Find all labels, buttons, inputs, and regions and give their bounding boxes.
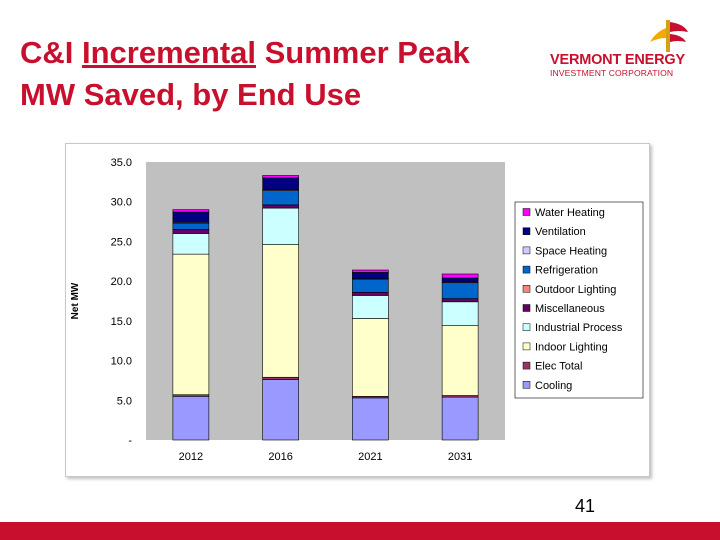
legend-label: Cooling	[535, 380, 572, 392]
bar-segment	[352, 291, 389, 296]
x-axis-ticks: 2012 2016 2021 2031	[179, 451, 473, 463]
legend-swatch	[522, 381, 531, 389]
y-tick-label: 15.0	[111, 316, 132, 328]
legend-swatch	[522, 227, 531, 235]
bar-segment	[262, 190, 299, 206]
legend-label: Elec Total	[535, 361, 583, 373]
x-tick-label: 2012	[179, 451, 203, 463]
logo-line1: VERMONT ENERGY	[550, 52, 685, 68]
legend: Water Heating Ventilation Space Heating Ref…	[514, 201, 644, 399]
bar-segment	[172, 229, 210, 234]
bar-segment	[262, 376, 299, 380]
bar-segment	[441, 273, 479, 279]
bar-segment	[172, 233, 210, 255]
legend-swatch	[522, 246, 531, 255]
y-tick-label: 5.0	[117, 395, 132, 407]
x-tick-label: 2016	[268, 451, 292, 463]
legend-box	[514, 201, 644, 399]
bar-segment	[262, 244, 299, 378]
bar-segment	[262, 175, 299, 179]
bar-segment	[441, 298, 479, 303]
legend-label: Industrial Process	[535, 322, 623, 334]
title-underlined-word: Incremental	[82, 35, 257, 70]
y-tick-label: 20.0	[111, 276, 132, 288]
bar-segment	[441, 301, 479, 326]
legend-swatch	[522, 342, 531, 351]
bar-segment	[441, 277, 479, 283]
bar-segment	[172, 211, 210, 223]
bar-segment	[352, 269, 389, 273]
x-tick-label: 2031	[448, 451, 472, 463]
legend-label: Ventilation	[535, 226, 586, 238]
legend-label: Space Heating	[535, 245, 607, 257]
bar-segments	[172, 175, 479, 441]
legend-swatch	[522, 208, 531, 216]
page-number: 41	[574, 496, 596, 516]
legend-swatch	[522, 265, 531, 274]
legend-label: Water Heating	[535, 207, 605, 219]
bar-segment	[172, 396, 210, 441]
bar-segment	[441, 325, 479, 396]
bar-segment	[172, 209, 210, 213]
x-tick-label: 2021	[358, 451, 382, 463]
bar-segment	[262, 379, 299, 441]
bar-segment	[352, 279, 389, 293]
bar-segment	[352, 397, 389, 441]
footer-bar	[0, 522, 720, 540]
legend-swatch	[522, 361, 531, 370]
title-part1: C&I	[20, 35, 82, 70]
legend-label: Outdoor Lighting	[535, 284, 616, 296]
title-part2: Summer Peak	[256, 35, 470, 70]
y-axis-ticks: - 5.0 10.0 15.0 20.0 25.0 30.0 35.0	[111, 157, 133, 447]
veic-logo: VERMONT ENERGY INVESTMENT CORPORATION	[548, 18, 698, 80]
legend-swatch	[522, 323, 531, 331]
title-line2: MW Saved, by End Use	[20, 77, 362, 112]
legend-swatch	[522, 304, 531, 312]
y-tick-label: 30.0	[111, 197, 132, 209]
bar-segment	[172, 253, 210, 396]
y-tick-label: 10.0	[111, 356, 132, 368]
bar-segment	[352, 295, 389, 319]
legend-swatch	[522, 285, 531, 293]
bar-segment	[441, 396, 479, 441]
y-tick-label: 25.0	[111, 236, 132, 248]
y-tick-label: -	[128, 435, 132, 447]
bar-segment	[441, 282, 479, 299]
bar-segment	[262, 204, 299, 209]
bar-segment	[352, 272, 389, 280]
stacked-bar-chart: - 5.0 10.0 15.0 20.0 25.0 30.0 35.0 2012 2016 202…	[70, 157, 644, 463]
bar-segment	[262, 177, 299, 191]
legend-label: Refrigeration	[535, 265, 598, 277]
bar-segment	[262, 207, 299, 245]
bar-segment	[352, 318, 389, 397]
legend-label: Miscellaneous	[535, 303, 605, 315]
chart-frame: - 5.0 10.0 15.0 20.0 25.0 30.0 35.0 2012 2016 202…	[65, 143, 650, 477]
slide-title: C&I Incremental Summer Peak MW Saved, by …	[20, 32, 560, 116]
logo-line2: INVESTMENT CORPORATION	[550, 68, 674, 78]
sun-sail-logo-icon	[650, 20, 688, 52]
legend-label: Indoor Lighting	[535, 341, 608, 353]
y-axis-label: Net MW	[70, 282, 81, 319]
bar-segment	[172, 222, 210, 230]
y-tick-label: 35.0	[111, 157, 132, 169]
